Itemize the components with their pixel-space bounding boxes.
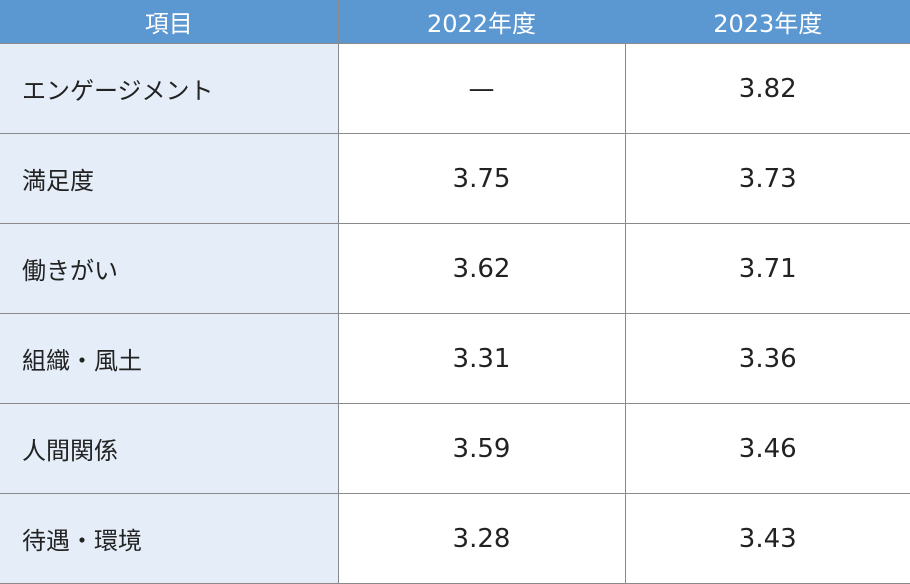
item-cell: 働きがい — [0, 223, 339, 314]
value-cell: — — [337, 43, 626, 134]
header-row: 項目 2022年度 2023年度 — [0, 0, 910, 44]
value-cell: 3.36 — [624, 313, 910, 404]
item-cell: 満足度 — [0, 133, 339, 224]
value-cell: 3.71 — [624, 223, 910, 314]
table-row: 待遇・環境 3.28 3.43 — [0, 493, 910, 584]
value-cell: 3.28 — [337, 493, 626, 584]
header-cell: 2022年度 — [337, 0, 626, 44]
value-cell: 3.62 — [337, 223, 626, 314]
header-cell: 2023年度 — [624, 0, 910, 44]
value-cell: 3.75 — [337, 133, 626, 224]
item-cell: エンゲージメント — [0, 43, 339, 134]
table-row: 満足度 3.75 3.73 — [0, 133, 910, 224]
header-cell: 項目 — [0, 0, 339, 44]
value-cell: 3.59 — [337, 403, 626, 494]
value-cell: 3.43 — [624, 493, 910, 584]
item-cell: 待遇・環境 — [0, 493, 339, 584]
table-row: 人間関係 3.59 3.46 — [0, 403, 910, 494]
item-cell: 人間関係 — [0, 403, 339, 494]
value-cell: 3.46 — [624, 403, 910, 494]
table-row: エンゲージメント —3.82 — [0, 43, 910, 134]
table-row: 働きがい 3.62 3.71 — [0, 223, 910, 314]
table-body: エンゲージメント —3.82 満足度 3.75 3.73 働きがい 3.62 3.71 組織・風… — [0, 43, 910, 584]
value-cell: 3.73 — [624, 133, 910, 224]
value-cell: 3.82 — [624, 43, 910, 134]
value-cell: 3.31 — [337, 313, 626, 404]
table-row: 組織・風土 3.31 3.36 — [0, 313, 910, 404]
item-cell: 組織・風土 — [0, 313, 339, 404]
